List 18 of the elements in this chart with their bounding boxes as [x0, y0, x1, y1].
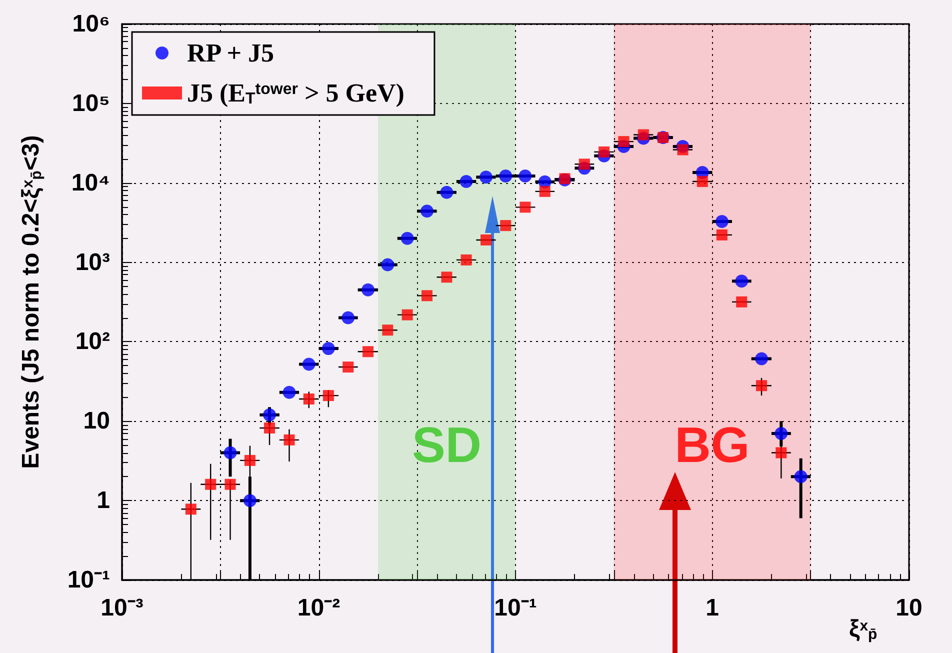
y-axis-title: Events (J5 norm to 0.2<ξxp̄<3): [18, 135, 45, 469]
y-tick-label: 10⁻¹: [67, 566, 110, 594]
y-tick-label: 10⁴: [71, 169, 110, 196]
x-tick-label: 10⁻²: [297, 594, 340, 622]
y-tick-label: 10²: [75, 328, 110, 356]
x-tick-label: 10: [896, 594, 922, 622]
legend-label: RP + J5: [187, 38, 274, 68]
y-tick-label: 10⁶: [72, 10, 110, 38]
x-tick-label: 10⁻¹: [494, 594, 537, 622]
y-tick-label: 10⁵: [72, 90, 110, 117]
legend-label: J5 (ETtower > 5 GeV): [187, 78, 404, 108]
x-tick-label: 10⁻³: [100, 594, 144, 622]
y-tick-label: 10³: [75, 248, 110, 276]
y-tick-label: 10: [83, 408, 110, 435]
y-tick-label: 1: [96, 487, 110, 514]
band-label: SD: [412, 417, 482, 473]
x-tick-label: 1: [706, 594, 719, 622]
band-label: BG: [674, 417, 750, 473]
